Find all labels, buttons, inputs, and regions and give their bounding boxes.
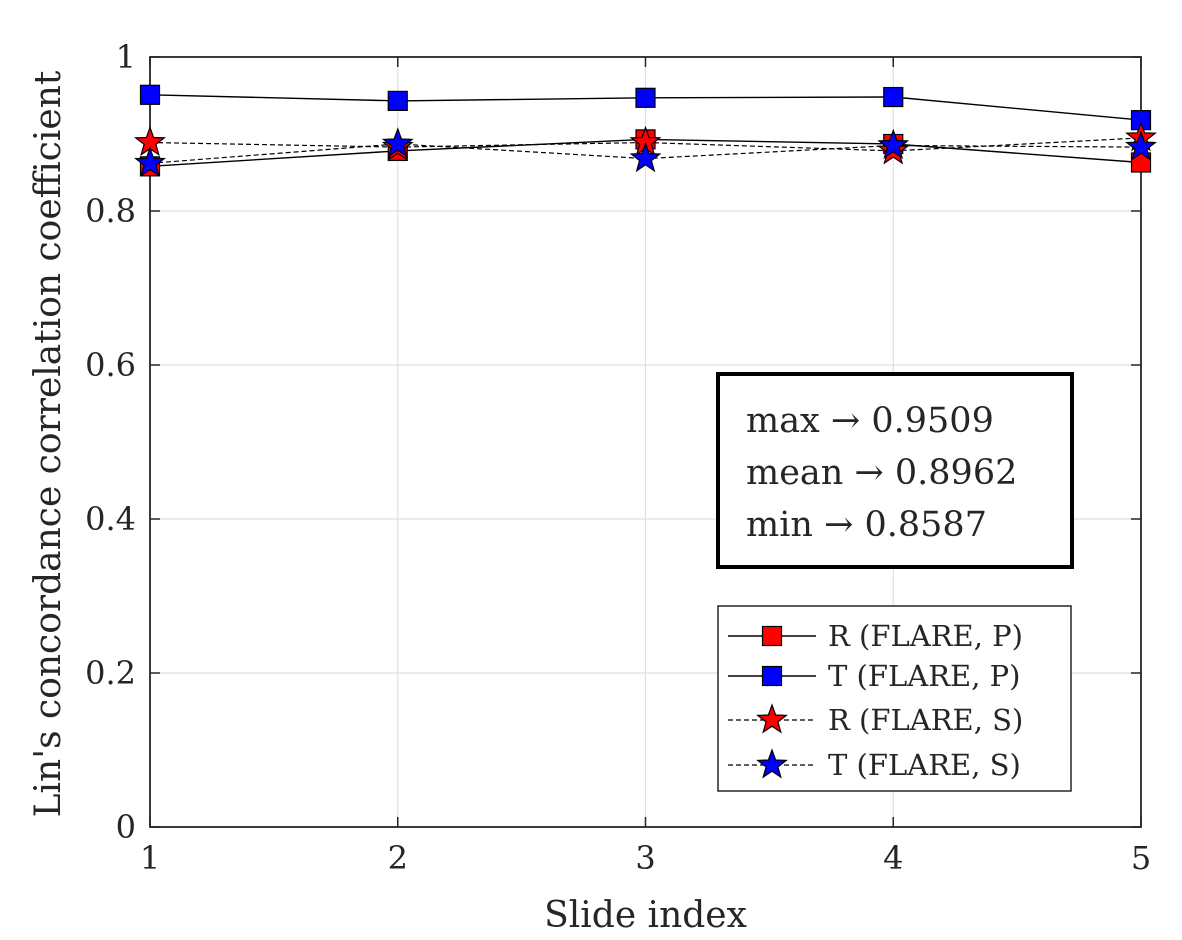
x-tick-label: 2 <box>388 839 408 877</box>
y-tick-label: 0.2 <box>85 654 136 692</box>
legend-marker-swatch <box>756 703 788 734</box>
x-tick-label: 5 <box>1131 839 1151 877</box>
legend-label: T (FLARE, S) <box>828 748 1021 782</box>
series-4-point <box>381 127 414 158</box>
y-axis-title: Lin's concordance correlation coefficien… <box>28 70 69 817</box>
y-tick-label: 0.6 <box>85 346 136 384</box>
legend-item-4: T (FLARE, S) <box>728 748 1021 782</box>
legend-marker-swatch <box>761 625 783 647</box>
legend-item-3: R (FLARE, S) <box>728 703 1023 737</box>
legend-label: R (FLARE, P) <box>828 619 1023 653</box>
legend-item-1: R (FLARE, P) <box>728 619 1023 653</box>
y-tick-label: 0.4 <box>85 500 136 538</box>
legend-label: R (FLARE, S) <box>828 703 1023 737</box>
series-4-point <box>629 141 662 173</box>
series-4-point <box>877 128 910 160</box>
statistics-box <box>716 372 1074 569</box>
x-tick-label: 4 <box>883 839 903 877</box>
stat-max: max → 0.9509 <box>746 401 994 441</box>
stat-min: min → 0.8587 <box>746 505 987 545</box>
x-tick-label: 1 <box>140 839 160 877</box>
series-2-point <box>883 86 904 108</box>
y-tick-label: 0 <box>116 808 136 846</box>
y-tick-label: 0.8 <box>85 192 136 230</box>
x-axis-title: Slide index <box>544 895 747 936</box>
stat-mean: mean → 0.8962 <box>746 453 1017 493</box>
series-2-point <box>635 87 656 108</box>
axes: 1 2 3 4 5 0 0.2 0.4 0.6 0.8 1 <box>85 38 1151 877</box>
series-group <box>134 84 1157 177</box>
legend-item-2: T (FLARE, P) <box>728 659 1020 693</box>
x-tick-label: 3 <box>635 839 655 877</box>
series-2-point <box>387 90 408 111</box>
series-4-point <box>1125 130 1157 161</box>
y-tick-label: 1 <box>116 38 136 76</box>
series-4-point <box>134 146 166 177</box>
legend-marker-swatch <box>761 665 783 687</box>
legend-marker-swatch <box>756 748 788 779</box>
legend: R (FLARE, P) T (FLARE, P) R (FLARE, S) T (F… <box>717 605 1072 792</box>
statistics-annotation: max → 0.9509 mean → 0.8962 min → 0.8587 <box>716 372 1074 569</box>
plot-frame <box>149 56 1142 828</box>
legend-label: T (FLARE, P) <box>828 659 1020 693</box>
series-2-point <box>139 84 161 105</box>
